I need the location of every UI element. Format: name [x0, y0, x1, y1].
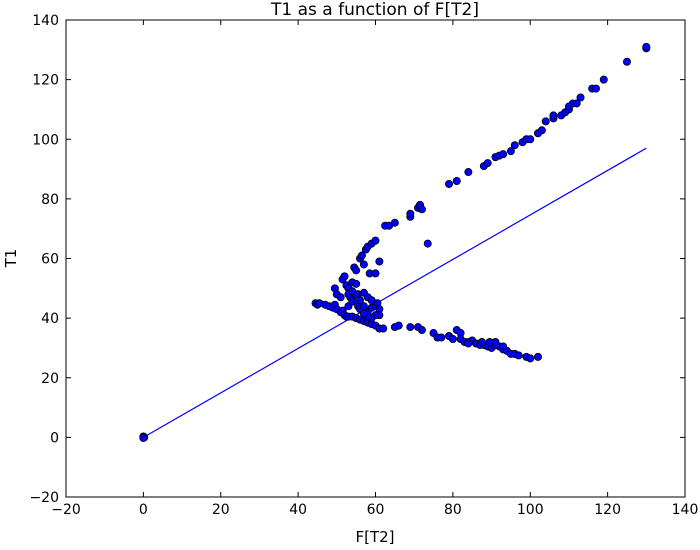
x-tick-label: 0: [139, 502, 148, 518]
scatter-point: [642, 42, 651, 51]
y-axis-label: T1: [2, 249, 20, 269]
y-tick-label: 80: [41, 192, 59, 208]
scatter-point: [549, 111, 558, 120]
scatter-point: [514, 351, 523, 360]
scatter-point: [371, 236, 380, 245]
scatter-point: [452, 176, 461, 185]
y-tick-label: 100: [32, 132, 59, 148]
x-tick-label: 120: [594, 502, 621, 518]
scatter-point: [437, 333, 446, 342]
scatter-point: [537, 126, 546, 135]
y-tick-label: −20: [29, 490, 59, 506]
scatter-point: [352, 279, 361, 288]
scatter-point: [622, 57, 631, 66]
x-axis-label: F[T2]: [355, 528, 394, 546]
scatter-point: [510, 141, 519, 150]
scatter-point: [445, 179, 454, 188]
plot-area: [139, 42, 651, 442]
scatter-point: [139, 433, 148, 442]
y-tick-label: 40: [41, 311, 59, 327]
x-tick-label: 60: [367, 502, 385, 518]
scatter-point: [417, 205, 426, 214]
scatter-point: [541, 117, 550, 126]
axis-ticks: −20 0 20 40 60 80 100 120 140 −20 0 20 40 60 80 100 120 1…: [29, 13, 698, 518]
scatter-point: [533, 352, 542, 361]
scatter-point: [406, 323, 415, 332]
scatter-point: [572, 99, 581, 108]
scatter-point: [417, 326, 426, 335]
x-tick-label: 20: [212, 502, 230, 518]
chart-title: T1 as a function of F[T2]: [270, 0, 479, 20]
scatter-point: [371, 269, 380, 278]
scatter-point: [336, 293, 345, 302]
y-tick-label: 120: [32, 73, 59, 89]
scatter-point: [359, 260, 368, 269]
y-tick-label: 0: [50, 430, 59, 446]
y-tick-label: 140: [32, 13, 59, 29]
scatter-point: [352, 266, 361, 275]
x-tick-label: −20: [51, 502, 81, 518]
scatter-point: [357, 251, 366, 260]
scatter-point: [491, 337, 500, 346]
scatter-point: [406, 209, 415, 218]
scatter-point: [576, 93, 585, 102]
x-tick-label: 80: [444, 502, 462, 518]
scatter-point: [375, 257, 384, 266]
scatter-point: [359, 309, 368, 318]
fit-line: [143, 147, 647, 438]
scatter-point: [499, 150, 508, 159]
y-tick-label: 60: [41, 252, 59, 268]
x-tick-label: 40: [289, 502, 307, 518]
scatter-point: [499, 342, 508, 351]
scatter-point: [464, 168, 473, 177]
y-tick-label: 20: [41, 371, 59, 387]
scatter-point: [348, 297, 357, 306]
scatter-point: [379, 324, 388, 333]
scatter-point: [348, 287, 357, 296]
scatter-point: [394, 321, 403, 330]
scatter-point: [599, 75, 608, 84]
scatter-point: [477, 337, 486, 346]
scatter-point: [506, 147, 515, 156]
x-tick-label: 140: [672, 502, 699, 518]
scatter-point: [390, 218, 399, 227]
x-tick-label: 100: [517, 502, 544, 518]
scatter-point: [526, 354, 535, 363]
scatter-point: [340, 272, 349, 281]
scatter-point: [483, 159, 492, 168]
scatter-point: [423, 239, 432, 248]
scatter-point: [526, 135, 535, 144]
scatter-point: [367, 296, 376, 305]
scatter-point: [356, 296, 365, 305]
scatter-point: [592, 84, 601, 93]
scatter-point: [464, 339, 473, 348]
scatter-point: [448, 334, 457, 343]
